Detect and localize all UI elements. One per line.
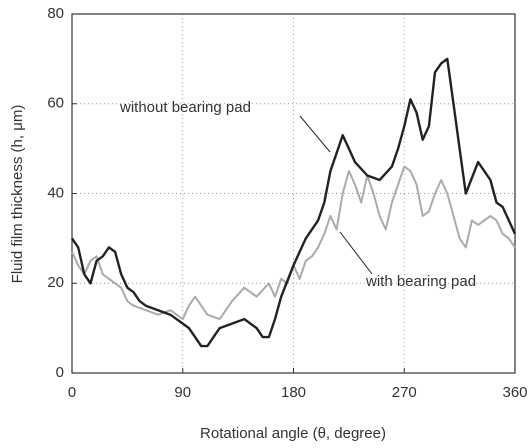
x-tick-label: 90 <box>174 384 191 401</box>
plot-frame <box>71 13 516 374</box>
x-tick-label: 270 <box>392 384 417 401</box>
leader-line <box>299 115 331 153</box>
y-tick-label: 60 <box>47 95 64 112</box>
annotation: with bearing pad <box>365 273 476 290</box>
y-tick-label: 0 <box>56 364 64 381</box>
annotation: without bearing pad <box>119 99 251 116</box>
y-axis-label: Fluid film thickness (h, μm) <box>9 105 26 284</box>
y-tick-label: 40 <box>47 184 64 201</box>
x-axis-label: Rotational angle (θ, degree) <box>200 425 386 442</box>
leader-line <box>339 231 373 275</box>
series-line <box>71 57 517 348</box>
y-tick-label: 20 <box>47 274 64 291</box>
x-tick-label: 360 <box>502 384 527 401</box>
y-tick-label: 80 <box>47 5 64 22</box>
x-tick-label: 180 <box>281 384 306 401</box>
series-line <box>71 165 516 321</box>
x-tick-label: 0 <box>68 384 76 401</box>
